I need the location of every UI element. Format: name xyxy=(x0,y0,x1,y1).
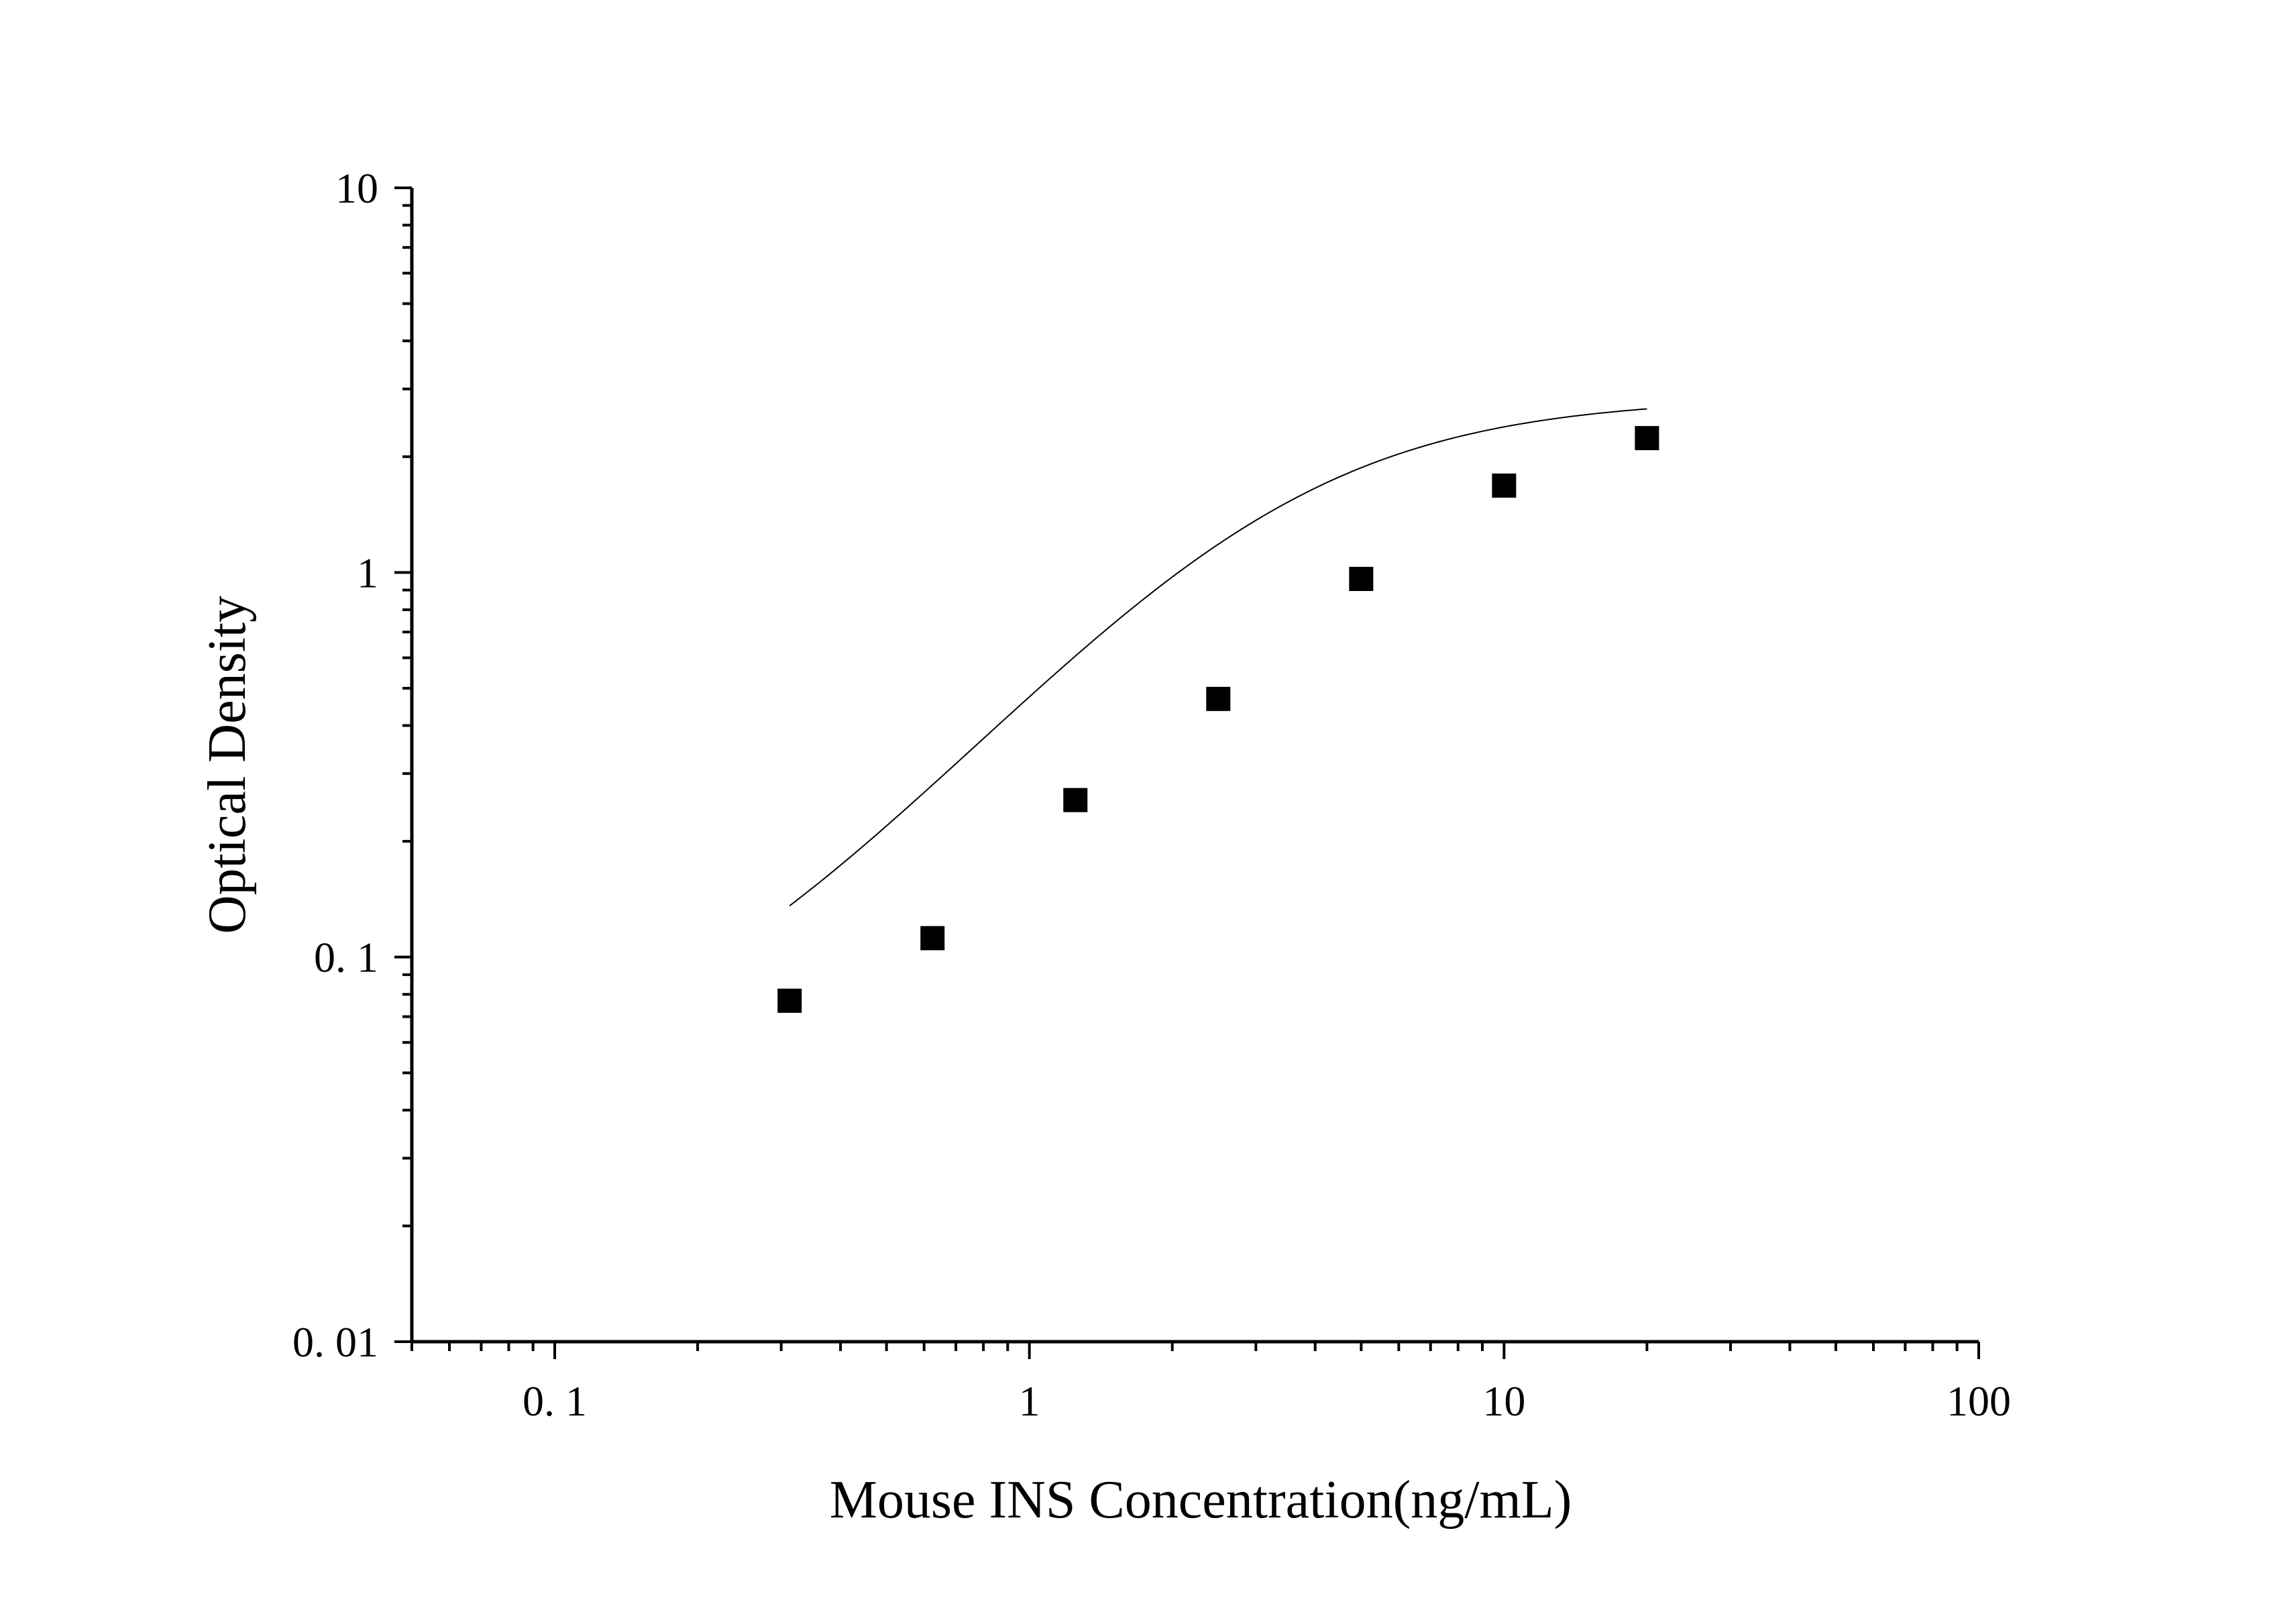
y-tick-label: 1 xyxy=(357,549,378,596)
data-points xyxy=(777,426,1659,1013)
fit-curve-layer xyxy=(789,408,1647,906)
y-tick-label: 0. 1 xyxy=(314,934,378,981)
fit-curve xyxy=(789,408,1647,906)
y-axis-title: Optical Density xyxy=(198,596,257,934)
y-tick-label: 10 xyxy=(335,164,378,212)
x-ticks: 0. 1 1 10 100 xyxy=(411,1342,2011,1425)
y-ticks: 0. 01 0. 1 1 10 xyxy=(292,164,412,1366)
x-axis-title: Mouse INS Concentration(ng/mL) xyxy=(830,1471,1572,1530)
data-point xyxy=(1063,788,1088,812)
x-tick-label: 0. 1 xyxy=(523,1377,587,1425)
axes xyxy=(410,188,1979,1344)
data-point xyxy=(920,926,945,951)
data-point xyxy=(1349,566,1374,591)
data-point xyxy=(1635,426,1659,451)
y-tick-label: 0. 01 xyxy=(292,1318,378,1366)
data-point xyxy=(777,988,802,1013)
data-point xyxy=(1206,686,1231,711)
x-tick-label: 100 xyxy=(1947,1377,2011,1425)
data-point xyxy=(1492,473,1517,498)
x-tick-label: 1 xyxy=(1019,1377,1040,1425)
x-tick-label: 10 xyxy=(1482,1377,1525,1425)
